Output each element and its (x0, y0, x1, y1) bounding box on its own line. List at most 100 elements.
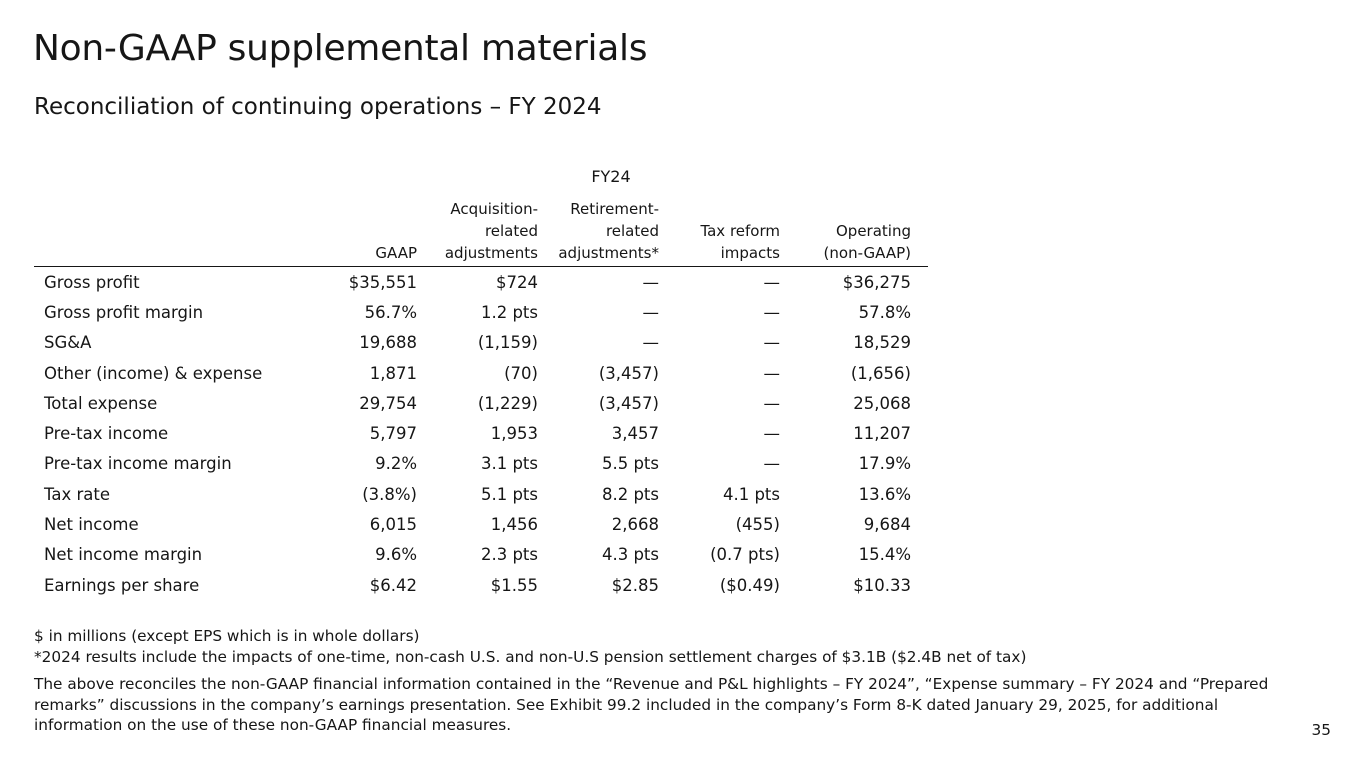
column-header: Acquisition-related adjustments (434, 196, 555, 267)
page-number: 35 (1311, 721, 1331, 739)
column-header-line: adjustments* (558, 244, 659, 262)
column-header-line: (non-GAAP) (823, 244, 911, 262)
table-cell: — (763, 272, 781, 292)
table-cell: 25,068 (853, 393, 911, 413)
table-row: Pre-tax income margin 9.2% 3.1 pts 5.5 pts —… (34, 449, 928, 479)
table-cell: 1,456 (490, 515, 538, 535)
column-header-line: impacts (720, 244, 780, 262)
table-cell: $1.55 (490, 575, 538, 595)
reconciliation-table: GAAP Acquisition-related adjustments Retire… (34, 196, 928, 600)
table-cell: $6.42 (369, 575, 417, 595)
table-cell: 11,207 (853, 424, 911, 444)
table-cell: (3,457) (598, 393, 659, 413)
table-row: Net income margin 9.6% 2.3 pts 4.3 pts (0.7 … (34, 540, 928, 570)
row-label: Gross profit margin (44, 302, 204, 322)
table-cell: 3,457 (611, 424, 659, 444)
table-cell: $2.85 (611, 575, 659, 595)
table-cell: 17.9% (858, 454, 911, 474)
table-cell: 5,797 (369, 424, 417, 444)
column-header: Retirement-related adjustments* (555, 196, 676, 267)
table-cell: — (642, 272, 660, 292)
column-header: Tax reform impacts (676, 196, 797, 267)
table-cell: — (763, 302, 781, 322)
row-label: Earnings per share (44, 575, 200, 595)
table-cell: 13.6% (858, 484, 911, 504)
row-label: SG&A (44, 333, 92, 353)
table-cell: (0.7 pts) (710, 545, 780, 565)
column-header-line: Operating (836, 222, 911, 240)
table-row: Net income 6,015 1,456 2,668 (455) 9,684 (34, 509, 928, 539)
table-header-row: GAAP Acquisition-related adjustments Retire… (34, 196, 928, 267)
row-label: Pre-tax income margin (44, 454, 232, 474)
table-row: Gross profit $35,551 $724 — — $36,275 (34, 267, 928, 298)
table-row: Gross profit margin 56.7% 1.2 pts — — 57.8% (34, 297, 928, 327)
column-header-line: Tax reform (700, 222, 780, 240)
row-label: Net income (44, 515, 139, 535)
column-header-line: GAAP (375, 244, 417, 262)
table-cell: 18,529 (853, 333, 911, 353)
table-row: Pre-tax income 5,797 1,953 3,457 — 11,207 (34, 418, 928, 448)
table-cell: 15.4% (858, 545, 911, 565)
table-cell: $724 (496, 272, 538, 292)
table-cell: 6,015 (369, 515, 417, 535)
row-label: Other (income) & expense (44, 363, 263, 383)
table-cell: (70) (504, 363, 538, 383)
table-cell: 4.3 pts (601, 545, 659, 565)
table-cell: — (642, 333, 660, 353)
row-label: Gross profit (44, 272, 140, 292)
table-row: Earnings per share $6.42 $1.55 $2.85 ($0.49)… (34, 570, 928, 600)
period-header: FY24 (591, 167, 631, 186)
table-row: Tax rate (3.8%) 5.1 pts 8.2 pts 4.1 pts 13.6% (34, 479, 928, 509)
page-title: Non-GAAP supplemental materials (33, 28, 648, 69)
table-cell: — (763, 333, 781, 353)
table-cell: 57.8% (858, 302, 911, 322)
column-header-line: Retirement- (570, 200, 659, 218)
pension-footnote: *2024 results include the impacts of one… (34, 648, 1027, 666)
table-row: Other (income) & expense 1,871 (70) (3,457)… (34, 358, 928, 388)
table-cell: (3,457) (598, 363, 659, 383)
table-row: Total expense 29,754 (1,229) (3,457) — 25,068 (34, 388, 928, 418)
table-cell: ($0.49) (719, 575, 780, 595)
table-cell: — (642, 302, 660, 322)
table-body: Gross profit $35,551 $724— — $36,275 Gross pr… (34, 267, 928, 601)
row-label: Net income margin (44, 545, 203, 565)
table-cell: (1,229) (477, 393, 538, 413)
table-cell: — (763, 363, 781, 383)
page-subtitle: Reconciliation of continuing operations … (34, 94, 602, 120)
table-cell: — (763, 454, 781, 474)
table-cell: (455) (735, 515, 780, 535)
table-cell: $36,275 (842, 272, 911, 292)
table-cell: 19,688 (359, 333, 417, 353)
table-cell: 9.2% (375, 454, 417, 474)
reconciliation-note: The above reconciles the non-GAAP financ… (34, 675, 1269, 734)
table-cell: 2,668 (611, 515, 659, 535)
table-cell: $35,551 (348, 272, 417, 292)
column-header-line: Acquisition- (450, 200, 538, 218)
table-cell: 5.5 pts (601, 454, 659, 474)
table-row: SG&A 19,688 (1,159) — — 18,529 (34, 328, 928, 358)
footnotes: $ in millions (except EPS which is in wh… (34, 626, 1304, 736)
table-cell: 9.6% (375, 545, 417, 565)
column-header-line: adjustments (444, 244, 538, 262)
table-cell: — (763, 393, 781, 413)
table-cell: — (763, 424, 781, 444)
table-cell: 2.3 pts (480, 545, 538, 565)
table-cell: 1,953 (490, 424, 538, 444)
row-label: Tax rate (44, 484, 110, 504)
table-cell: (1,656) (850, 363, 911, 383)
column-header: GAAP (334, 196, 434, 267)
table-cell: (1,159) (477, 333, 538, 353)
units-note: $ in millions (except EPS which is in wh… (34, 627, 420, 645)
table-cell: 1,871 (369, 363, 417, 383)
table-cell: 1.2 pts (480, 302, 538, 322)
table-cell: 56.7% (364, 302, 417, 322)
column-header: Operating (non-GAAP) (797, 196, 928, 267)
table-cell: 5.1 pts (480, 484, 538, 504)
table-cell: 9,684 (863, 515, 911, 535)
table-cell: 4.1 pts (722, 484, 780, 504)
table-cell: 8.2 pts (601, 484, 659, 504)
row-label: Total expense (44, 393, 158, 413)
table-cell: 3.1 pts (480, 454, 538, 474)
row-label: Pre-tax income (44, 424, 169, 444)
column-header-label (34, 196, 334, 267)
